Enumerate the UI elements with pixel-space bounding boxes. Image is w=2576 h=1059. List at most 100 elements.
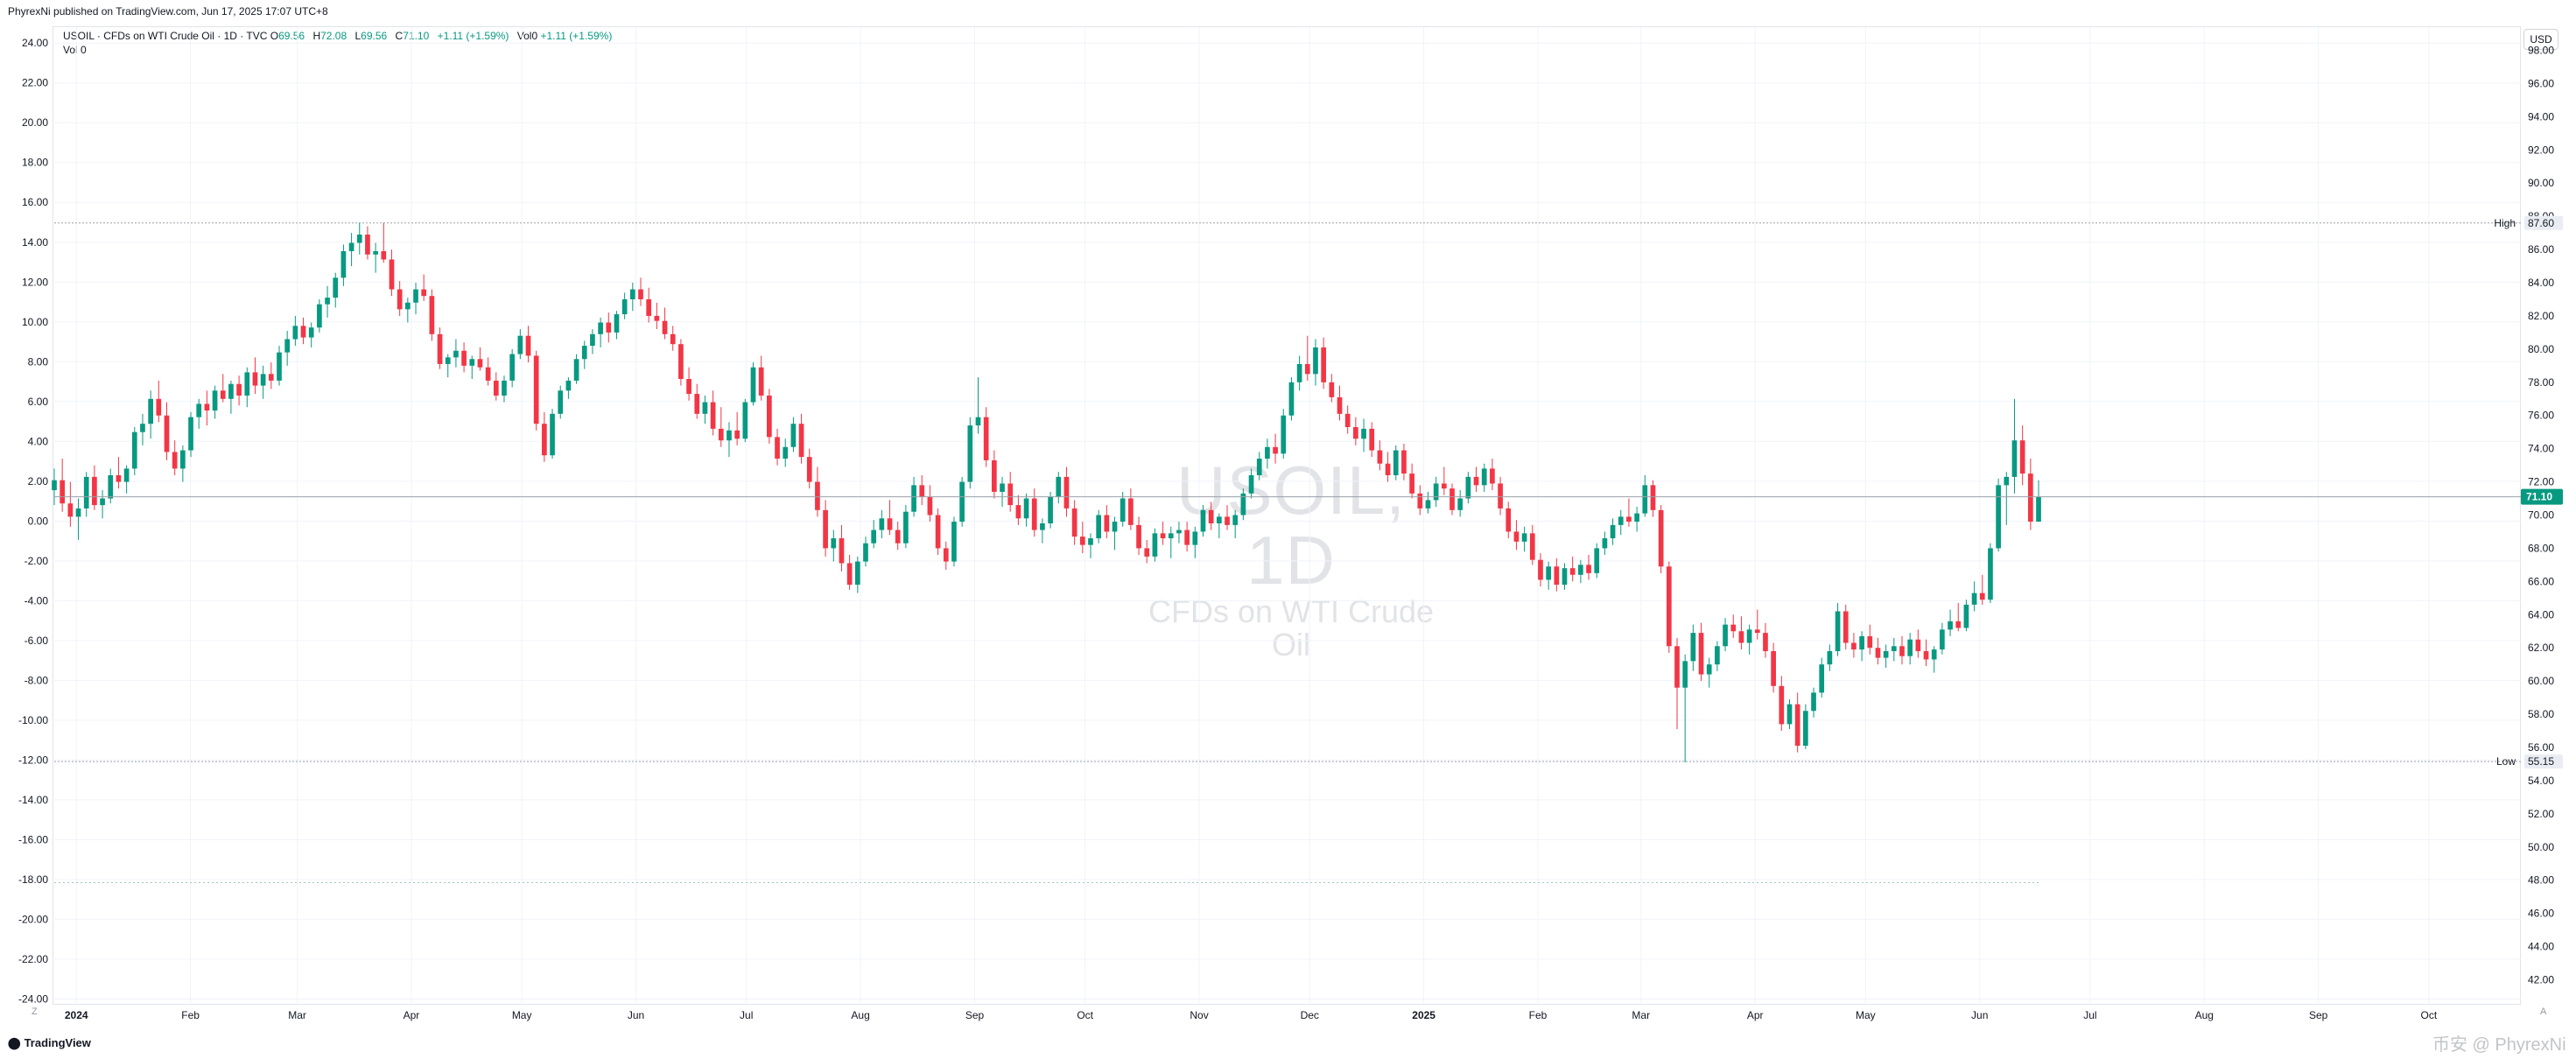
- candle-body: [2004, 476, 2010, 486]
- volume-label[interactable]: Vol: [63, 44, 78, 56]
- candle-body: [1940, 629, 1945, 650]
- candle-body: [1128, 498, 1134, 525]
- candle-body: [1160, 533, 1166, 539]
- candle-body: [831, 538, 837, 549]
- x-axis-tick: Apr: [404, 1009, 420, 1021]
- x-axis-tick: Aug: [2195, 1009, 2214, 1021]
- candle-body: [164, 415, 170, 452]
- candle-body: [1666, 566, 1672, 647]
- right-axis-tick: 60.00: [2528, 675, 2554, 687]
- legend-vol0-change: +1.11 (+1.59%): [540, 30, 613, 42]
- candle-body: [100, 498, 105, 506]
- candle-body: [1859, 635, 1864, 650]
- candle-body: [1779, 685, 1785, 725]
- zoom-button[interactable]: Z: [32, 1006, 38, 1017]
- candle-body: [854, 561, 860, 586]
- left-axis-tick: 20.00: [22, 116, 48, 129]
- candle-body: [373, 250, 378, 255]
- candle-body: [1184, 530, 1190, 545]
- candle-body: [565, 380, 572, 391]
- candle-body: [1602, 538, 1608, 549]
- candle-body: [1393, 450, 1399, 475]
- candle-body: [1304, 363, 1310, 375]
- candle-body: [148, 398, 153, 424]
- candle-body: [1176, 530, 1182, 534]
- candle-body: [1353, 426, 1358, 439]
- candle-body: [1948, 621, 1953, 630]
- candle-body: [783, 446, 789, 459]
- chart-pane[interactable]: [53, 26, 2521, 1005]
- candle-body: [2019, 440, 2025, 474]
- right-axis-tick: 58.00: [2528, 708, 2554, 720]
- candle-body: [1040, 522, 1045, 530]
- candle-body: [1361, 428, 1366, 439]
- right-axis-tick: 86.00: [2528, 243, 2554, 256]
- tradingview-logo[interactable]: ⬤ TradingView: [8, 1036, 91, 1050]
- candle-body: [702, 402, 708, 414]
- legend-low-value: 69.56: [361, 30, 388, 42]
- right-axis-tick: 90.00: [2528, 177, 2554, 189]
- candle-body: [871, 530, 877, 544]
- candle-body: [1273, 446, 1278, 454]
- x-axis-tick: Sep: [2309, 1009, 2328, 1021]
- symbol-title[interactable]: USOIL · CFDs on WTI Crude Oil · 1D · TVC: [63, 30, 268, 42]
- candle-body: [1200, 509, 1206, 532]
- candle-body: [1112, 522, 1118, 532]
- symbol-watermark: USOIL, 1D CFDs on WTI Crude Oil: [1125, 455, 1457, 662]
- candle-body: [790, 424, 797, 447]
- candle-body: [502, 380, 507, 396]
- x-axis-tick: Feb: [1529, 1009, 1548, 1021]
- candle-body: [1698, 633, 1704, 675]
- candle-body: [1417, 493, 1423, 508]
- candle-body: [798, 424, 804, 458]
- candle-body: [1529, 533, 1535, 560]
- candle-body: [413, 289, 418, 303]
- candle-body: [606, 322, 612, 333]
- left-axis-tick: -4.00: [25, 594, 49, 607]
- candle-body: [678, 344, 684, 380]
- candle-body: [1136, 524, 1141, 549]
- candle-body: [1256, 459, 1262, 475]
- candle-body: [517, 335, 523, 354]
- candle-body: [750, 367, 756, 403]
- candle-body: [1498, 483, 1503, 508]
- candle-body: [381, 250, 387, 260]
- candle-body: [1048, 496, 1053, 523]
- candle-body: [1819, 664, 1825, 693]
- candle-body: [1104, 515, 1110, 532]
- candle-body: [1288, 382, 1295, 416]
- left-axis-tick: -20.00: [18, 913, 48, 925]
- last-price-value: 71.10: [2526, 491, 2552, 503]
- left-axis-tick: 2.00: [28, 475, 49, 487]
- candle-body: [2011, 440, 2018, 477]
- candle-body: [244, 372, 250, 396]
- x-axis-tick: Jun: [1971, 1009, 1988, 1021]
- candle-body: [1079, 537, 1085, 545]
- currency-button[interactable]: USD: [2523, 29, 2558, 50]
- candle-body: [1827, 650, 1833, 665]
- right-axis-tick: 42.00: [2528, 973, 2554, 985]
- candle-body: [573, 359, 579, 381]
- candle-body: [525, 335, 531, 356]
- candle-body: [638, 289, 643, 299]
- candle-body: [333, 277, 339, 298]
- candle-body: [1265, 446, 1270, 459]
- candle-body: [1730, 624, 1737, 632]
- candle-body: [1144, 548, 1150, 557]
- candle-body: [1931, 649, 1937, 660]
- candle-body: [252, 372, 258, 386]
- candle-body: [453, 350, 459, 358]
- right-axis-tick: 96.00: [2528, 77, 2554, 89]
- candle-body: [1715, 646, 1720, 665]
- candle-body: [959, 481, 965, 522]
- candle-body: [260, 374, 266, 386]
- candle-body: [1409, 473, 1414, 494]
- low-value: 55.15: [2528, 755, 2554, 768]
- candle-body: [1883, 650, 1889, 658]
- candle-body: [389, 259, 395, 290]
- legend-open-label: O: [270, 30, 279, 42]
- auto-scale-button[interactable]: A: [2540, 1006, 2547, 1017]
- candle-body: [421, 289, 427, 297]
- candle-body: [646, 298, 652, 316]
